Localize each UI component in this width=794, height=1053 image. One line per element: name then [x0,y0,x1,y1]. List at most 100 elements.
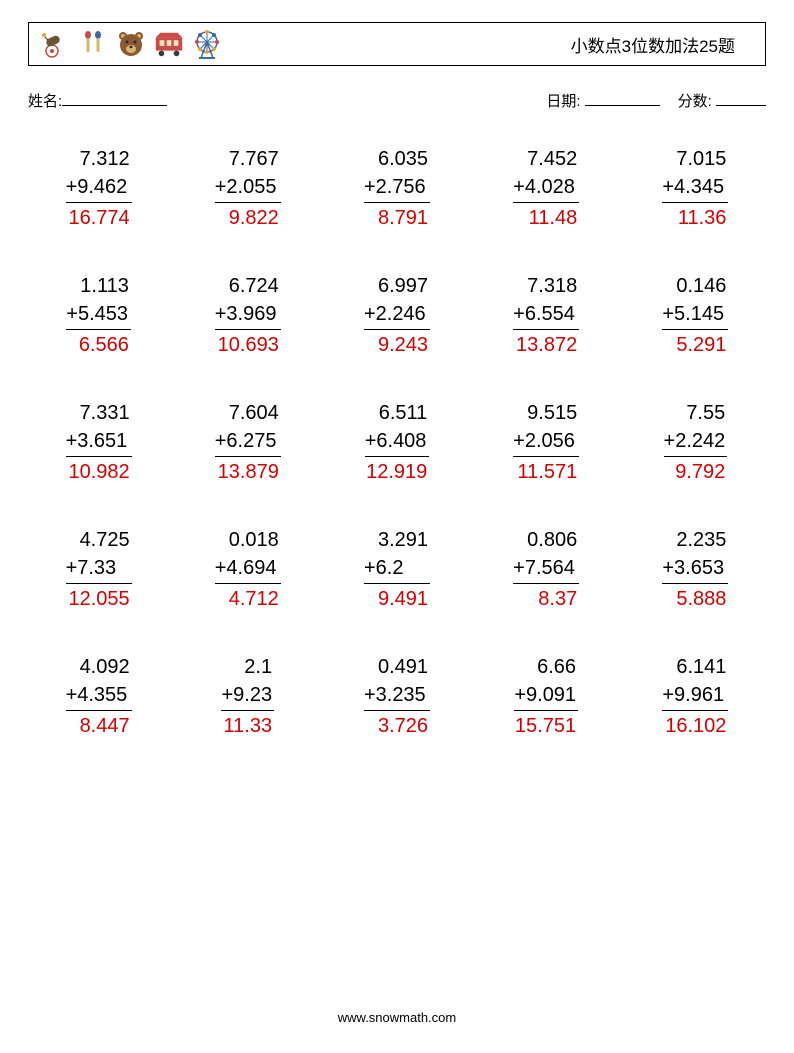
top-number: 7.55 [664,399,728,427]
answer-number: 16.774 [66,203,132,232]
top-number: 6.66 [514,653,578,681]
problem: 7.312+9.46216.774 [28,145,169,232]
addend-number: +6.2 [364,554,430,584]
problem: 9.515+2.05611.571 [476,399,617,486]
problem: 3.291+6.29.491 [326,526,467,613]
answer-number: 11.48 [513,203,579,232]
top-number: 7.015 [662,145,728,173]
addend-number: +9.462 [66,173,132,203]
top-number: 6.141 [662,653,728,681]
top-number: 6.511 [365,399,430,427]
answer-number: 3.726 [364,711,430,740]
date-blank [585,105,660,106]
top-number: 7.318 [513,272,579,300]
problem: 1.113+5.4536.566 [28,272,169,359]
answer-number: 8.37 [513,584,579,613]
top-number: 7.312 [66,145,132,173]
answer-number: 5.291 [662,330,728,359]
top-number: 7.604 [215,399,281,427]
worksheet-title: 小数点3位数加法25题 [571,32,755,57]
addend-number: +6.275 [215,427,281,457]
problem: 7.767+2.0559.822 [177,145,318,232]
top-number: 4.725 [66,526,132,554]
problem: 0.146+5.1455.291 [625,272,766,359]
addend-number: +9.961 [662,681,728,711]
problem: 0.491+3.2353.726 [326,653,467,740]
problem: 6.141+9.96116.102 [625,653,766,740]
problem: 7.604+6.27513.879 [177,399,318,486]
addend-number: +3.651 [66,427,132,457]
score-blank [716,105,766,106]
addend-number: +4.694 [215,554,281,584]
answer-number: 11.36 [662,203,728,232]
problem: 6.997+2.2469.243 [326,272,467,359]
top-number: 2.235 [662,526,728,554]
answer-number: 13.879 [215,457,281,486]
answer-number: 11.571 [513,457,579,486]
answer-number: 8.791 [364,203,430,232]
top-number: 2.1 [221,653,274,681]
top-number: 4.092 [66,653,132,681]
date-field: 日期: [546,90,659,111]
addend-number: +4.345 [662,173,728,203]
pins-icon [77,28,109,60]
problem: 6.511+6.40812.919 [326,399,467,486]
addend-number: +9.091 [514,681,578,711]
answer-number: 8.447 [66,711,132,740]
answer-number: 9.243 [364,330,430,359]
icons-row [39,28,223,60]
answer-number: 11.33 [221,711,274,740]
top-number: 0.018 [215,526,281,554]
top-number: 7.331 [66,399,132,427]
addend-number: +7.564 [513,554,579,584]
top-number: 6.997 [364,272,430,300]
addend-number: +3.653 [662,554,728,584]
top-number: 7.767 [215,145,281,173]
addend-number: +2.246 [364,300,430,330]
top-number: 6.035 [364,145,430,173]
top-number: 7.452 [513,145,579,173]
footer-url: www.snowmath.com [0,1010,794,1025]
answer-number: 12.919 [365,457,430,486]
addend-number: +9.23 [221,681,274,711]
name-field: 姓名: [28,90,167,111]
top-number: 1.113 [66,272,131,300]
addend-number: +2.056 [513,427,579,457]
ferris-wheel-icon [191,28,223,60]
answer-number: 9.822 [215,203,281,232]
addend-number: +6.554 [513,300,579,330]
problem: 0.806+7.5648.37 [476,526,617,613]
addend-number: +4.028 [513,173,579,203]
answer-number: 9.792 [664,457,728,486]
problem: 4.092+4.3558.447 [28,653,169,740]
header-box: 小数点3位数加法25题 [28,22,766,66]
problem: 7.015+4.34511.36 [625,145,766,232]
top-number: 3.291 [364,526,430,554]
top-number: 0.806 [513,526,579,554]
addend-number: +2.242 [664,427,728,457]
answer-number: 13.872 [513,330,579,359]
problem: 6.724+3.96910.693 [177,272,318,359]
answer-number: 10.693 [215,330,281,359]
score-label: 分数: [678,93,712,110]
addend-number: +3.969 [215,300,281,330]
info-row: 姓名: 日期: 分数: [28,90,766,111]
answer-number: 16.102 [662,711,728,740]
date-label: 日期: [546,93,580,110]
answer-number: 12.055 [66,584,132,613]
addend-number: +5.145 [662,300,728,330]
top-number: 0.491 [364,653,430,681]
addend-number: +6.408 [365,427,430,457]
answer-number: 9.491 [364,584,430,613]
problem: 7.55+2.2429.792 [625,399,766,486]
cannon-icon [39,28,71,60]
top-number: 9.515 [513,399,579,427]
addend-number: +3.235 [364,681,430,711]
addend-number: +7.33 [66,554,132,584]
problem: 2.1+9.2311.33 [177,653,318,740]
problem: 6.66+9.09115.751 [476,653,617,740]
answer-number: 10.982 [66,457,132,486]
addend-number: +5.453 [66,300,131,330]
problem: 6.035+2.7568.791 [326,145,467,232]
problem: 0.018+4.6944.712 [177,526,318,613]
